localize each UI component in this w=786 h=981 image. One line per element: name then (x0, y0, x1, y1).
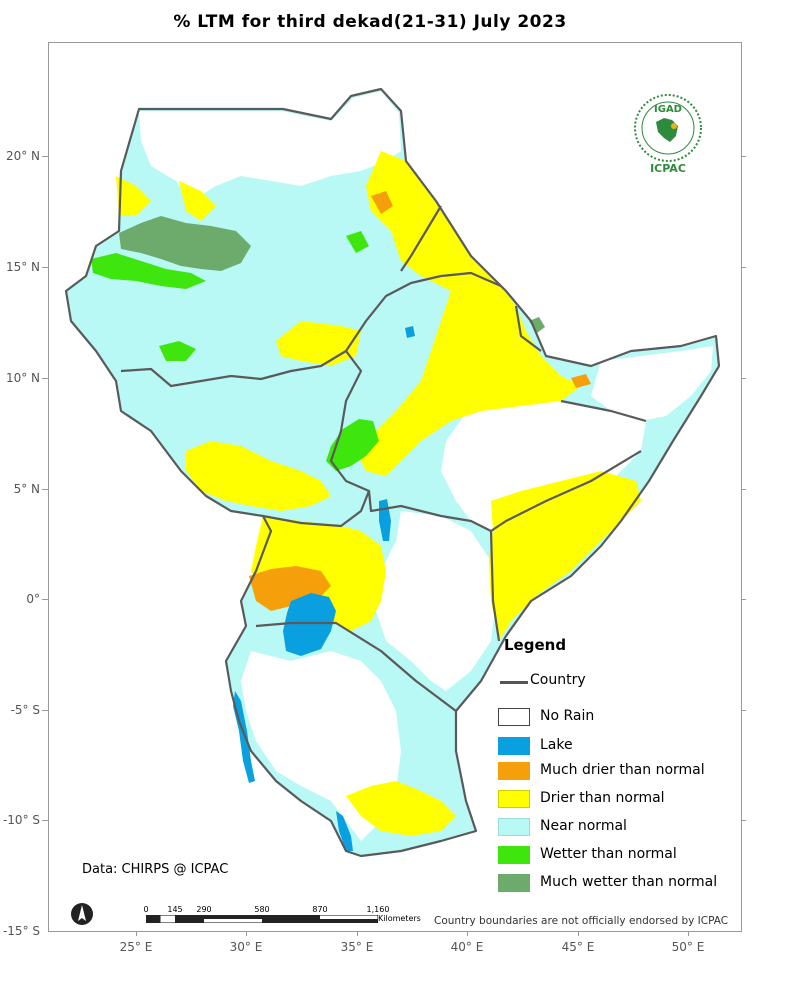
legend-country-line (500, 681, 528, 684)
legend-item-much-wetter: Much wetter than normal (498, 872, 738, 894)
legend-item-much-drier: Much drier than normal (498, 760, 738, 782)
region-wetter-than-normal (91, 231, 379, 471)
lake-malawi (336, 811, 353, 851)
legend-swatch (498, 762, 530, 780)
lon-tick (467, 930, 468, 936)
legend-country-label: Country (530, 672, 586, 688)
lon-label-25e: 25° E (119, 940, 153, 954)
lat-tick (42, 710, 48, 711)
lat-tick (740, 599, 746, 600)
scale-tick: 0 (143, 905, 149, 914)
region-near-normal (66, 89, 719, 856)
lon-tick (246, 930, 247, 936)
legend-item-near-normal: Near normal (498, 816, 738, 838)
region-drier-than-normal (116, 151, 641, 836)
lat-tick (740, 710, 746, 711)
lat-label-0: 0° (26, 592, 40, 606)
lat-label-5s: -5° S (10, 703, 40, 717)
rainfall-map (64, 87, 721, 858)
lon-label-50e: 50° E (671, 940, 705, 954)
lat-label-5n: 5° N (13, 482, 40, 496)
lat-label-10s: -10° S (2, 813, 40, 827)
lake-tana (405, 326, 415, 338)
legend-swatch (498, 874, 530, 892)
scale-tick: 870 (312, 905, 328, 914)
legend-label: Near normal (540, 818, 627, 834)
legend-title: Legend (504, 636, 567, 654)
lat-tick (740, 378, 746, 379)
lat-tick (740, 156, 746, 157)
lat-tick (42, 489, 48, 490)
igad-icpac-logo: IGAD ICPAC (634, 94, 702, 175)
legend-swatch (498, 790, 530, 808)
lon-tick (136, 930, 137, 936)
scale-tick: 145 (167, 905, 183, 914)
legend-label: Lake (540, 737, 573, 753)
lat-tick (42, 156, 48, 157)
north-arrow-icon (71, 903, 93, 925)
region-no-rain (139, 91, 713, 841)
lat-tick (42, 599, 48, 600)
lat-tick (740, 489, 746, 490)
lake-victoria (283, 593, 336, 656)
map-frame (48, 42, 742, 932)
legend-label: Much wetter than normal (540, 874, 718, 890)
lat-tick (740, 820, 746, 821)
legend-item-drier: Drier than normal (498, 788, 738, 810)
legend-label: No Rain (540, 708, 595, 724)
lon-tick (688, 930, 689, 936)
scale-tick: 580 (254, 905, 270, 914)
logo-top-text: IGAD (654, 104, 682, 115)
scale-tick: 290 (196, 905, 212, 914)
scale-tick: 1,160 (366, 905, 390, 914)
scale-unit: Kilometers (378, 914, 421, 923)
lat-label-10n: 10° N (5, 371, 40, 385)
legend-swatch (498, 737, 530, 755)
legend-swatch (498, 846, 530, 864)
data-credit: Data: CHIRPS @ ICPAC (82, 862, 229, 877)
lon-label-30e: 30° E (229, 940, 263, 954)
lon-tick (578, 930, 579, 936)
scale-bar (146, 915, 378, 923)
legend-item-lake: Lake (498, 735, 738, 757)
lat-tick (740, 267, 746, 268)
map-title: % LTM for third dekad(21-31) July 2023 (173, 12, 567, 32)
lat-tick (42, 267, 48, 268)
lon-label-35e: 35° E (340, 940, 374, 954)
lon-tick (357, 930, 358, 936)
lat-tick (42, 820, 48, 821)
legend-label: Drier than normal (540, 790, 665, 806)
lat-label-20n: 20° N (5, 149, 40, 163)
legend-label: Wetter than normal (540, 846, 677, 862)
legend-swatch (498, 708, 530, 726)
lat-label-15s: -15° S (2, 924, 40, 938)
country-boundaries (64, 87, 721, 858)
legend-item-no-rain: No Rain (498, 706, 738, 728)
region-much-wetter-than-normal (119, 216, 545, 333)
lat-label-15n: 15° N (5, 260, 40, 274)
legend-swatch (498, 818, 530, 836)
lat-tick (42, 378, 48, 379)
lon-label-40e: 40° E (450, 940, 484, 954)
legend-item-wetter: Wetter than normal (498, 844, 738, 866)
lake-tanganyika (233, 691, 255, 783)
disclaimer: Country boundaries are not officially en… (434, 915, 729, 927)
legend-label: Much drier than normal (540, 762, 705, 778)
lon-label-45e: 45° E (561, 940, 595, 954)
logo-bottom-text: ICPAC (650, 162, 686, 175)
